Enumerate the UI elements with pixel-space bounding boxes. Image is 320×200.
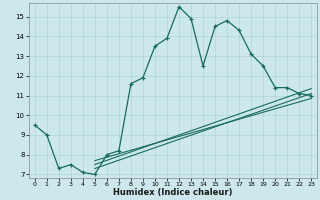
X-axis label: Humidex (Indice chaleur): Humidex (Indice chaleur)	[113, 188, 233, 197]
